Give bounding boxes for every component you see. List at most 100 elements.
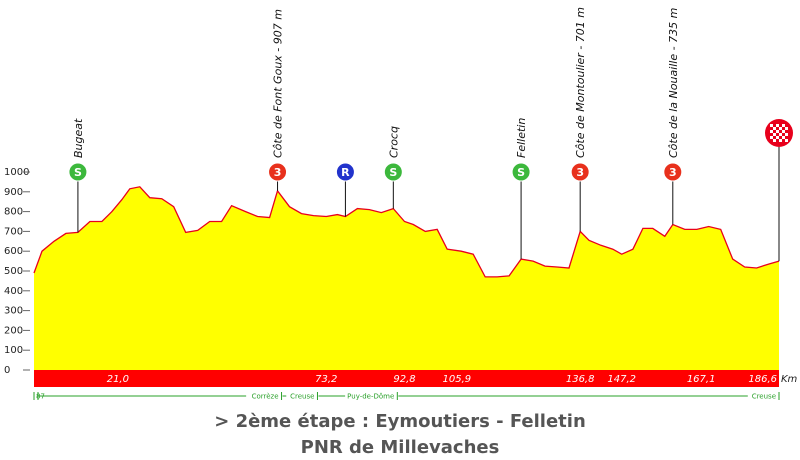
waypoint: 3 Côte de Font Goux - 907 m — [268, 9, 288, 191]
checker-square — [785, 133, 788, 136]
checker-square — [773, 130, 776, 133]
distance-label: 105,9 — [442, 374, 471, 385]
checker-square — [785, 127, 788, 130]
waypoint-badge — [511, 162, 531, 182]
checker-square — [782, 139, 785, 142]
waypoint-badge-label: S — [74, 166, 82, 179]
waypoint-badge-label: S — [389, 166, 397, 179]
checker-square — [782, 130, 785, 133]
checker-square — [773, 133, 776, 136]
waypoint: 3 Côte de Montoulier - 701 m — [570, 7, 590, 232]
checker-square — [779, 124, 782, 127]
waypoint-name: Bugeat — [72, 118, 85, 158]
y-axis-ticks: 0 100 200 300 400 500 600 700 800 900 1000 — [4, 167, 30, 376]
waypoint-name: Côte de la Nouaille - 735 m — [667, 8, 680, 158]
waypoint: 3 Côte de la Nouaille - 735 m — [663, 8, 683, 225]
y-tick-label: 200 — [4, 325, 23, 336]
waypoint-markers: S Bugeat 3 Côte de Font Goux - 907 m R S Crocq… — [68, 7, 683, 260]
checker-square — [779, 133, 782, 136]
y-tick-label: 600 — [4, 246, 23, 257]
waypoint-name: Felletin — [515, 118, 528, 158]
y-tick-label: 0 — [4, 365, 10, 376]
elevation-profile-chart: 0 100 200 300 400 500 600 700 800 900 1000 21,0 73,… — [4, 7, 798, 401]
distance-unit: Km — [781, 374, 798, 385]
finish-marker — [765, 119, 793, 262]
checker-square — [773, 127, 776, 130]
distance-band — [34, 370, 779, 387]
waypoint-name: Côte de Font Goux - 907 m — [272, 9, 285, 158]
y-tick-label: 100 — [4, 345, 23, 356]
checker-square — [776, 133, 779, 136]
checker-square — [773, 124, 776, 127]
y-tick-label: 700 — [4, 226, 23, 237]
waypoint-badge — [268, 162, 288, 182]
checker-square — [773, 136, 776, 139]
department-segment: Puy-de-Dôme — [316, 392, 394, 401]
waypoint-badge-label: 3 — [669, 166, 677, 179]
waypoint-name: Crocq — [387, 126, 400, 158]
checker-square — [782, 136, 785, 139]
elevation-area — [34, 186, 779, 370]
checker-square — [785, 136, 788, 139]
checker-square — [785, 139, 788, 142]
elevation-line — [33, 186, 780, 278]
checker-square — [779, 136, 782, 139]
distance-label: 136,8 — [566, 374, 595, 385]
checker-square — [773, 139, 776, 142]
checker-square — [770, 130, 773, 133]
waypoint-name: Côte de Montoulier - 701 m — [574, 7, 587, 158]
waypoint: R — [335, 162, 355, 217]
checker-square — [782, 133, 785, 136]
waypoint: S Bugeat — [68, 118, 88, 233]
waypoint-badge — [68, 162, 88, 182]
y-tick-label: 1000 — [4, 167, 29, 178]
y-tick-label: 500 — [4, 266, 23, 277]
checker-square — [770, 136, 773, 139]
checker-square — [779, 139, 782, 142]
distance-label: 167,1 — [687, 374, 716, 385]
checker-square — [779, 130, 782, 133]
department-label: Corrèze — [252, 393, 279, 401]
distance-labels: 21,0 73,2 92,8 105,9 136,8 147,2 167,1 186,6 Km — [107, 374, 798, 385]
checker-square — [776, 139, 779, 142]
checker-square — [779, 127, 782, 130]
checker-square — [776, 127, 779, 130]
waypoint-badge — [383, 162, 403, 182]
y-tick-label: 800 — [4, 207, 23, 218]
checker-square — [770, 139, 773, 142]
chart-subtitle: PNR de Millevaches — [300, 437, 500, 458]
distance-label: 73,2 — [315, 374, 337, 385]
checker-square — [776, 130, 779, 133]
checker-square — [770, 124, 773, 127]
checker-square — [785, 130, 788, 133]
department-segment: Corrèze — [37, 392, 279, 401]
waypoint-badge — [570, 162, 590, 182]
checker-square — [776, 136, 779, 139]
distance-label: 92,8 — [393, 374, 415, 385]
waypoint: S Crocq — [383, 126, 403, 209]
checker-square — [785, 124, 788, 127]
waypoint-badge — [663, 162, 683, 182]
department-label: Puy-de-Dôme — [347, 393, 394, 401]
waypoint-badge-label: 3 — [576, 166, 584, 179]
y-tick-label: 400 — [4, 286, 23, 297]
department-segment: Creuse — [281, 392, 314, 401]
waypoint-badge-label: S — [517, 166, 525, 179]
department-label: Creuse — [290, 393, 314, 401]
checker-square — [770, 133, 773, 136]
checker-square — [770, 127, 773, 130]
chart-title: > 2ème étape : Eymoutiers - Felletin — [214, 411, 586, 432]
waypoint: S Felletin — [511, 118, 531, 260]
y-tick-label: 300 — [4, 306, 23, 317]
department-label: Creuse — [752, 393, 776, 401]
distance-label: 21,0 — [107, 374, 129, 385]
checker-square — [776, 124, 779, 127]
department-segment: Creuse — [396, 392, 780, 401]
checker-square — [782, 124, 785, 127]
waypoint-badge-label: 3 — [274, 166, 282, 179]
checker-square — [782, 127, 785, 130]
waypoint-badge — [335, 162, 355, 182]
distance-label: 147,2 — [607, 374, 636, 385]
waypoint-badge-label: R — [341, 166, 350, 179]
